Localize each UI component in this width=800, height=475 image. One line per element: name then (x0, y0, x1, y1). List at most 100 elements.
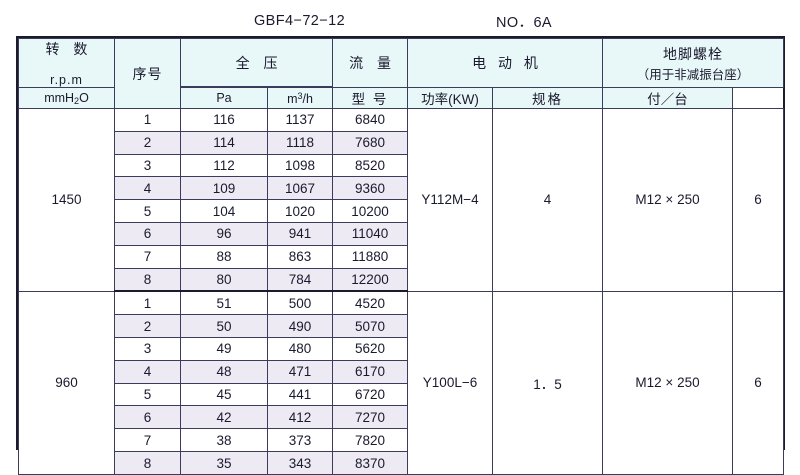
cell-mmh2o: 114 (180, 130, 268, 155)
cell-mmh2o: 112 (180, 153, 268, 178)
cell-flow: 6840 (332, 108, 409, 132)
cell-flow: 8520 (332, 153, 409, 178)
cell-flow: 11880 (332, 244, 409, 269)
table-row: 4 48 471 6170 (19, 359, 784, 384)
cell-flow: 5070 (332, 314, 409, 339)
cell-flow: 6170 (332, 359, 409, 384)
header-speed-unit: r.p.m (50, 73, 83, 87)
cell-mmh2o: 96 (180, 221, 268, 246)
table-row: 3 112 1098 8520 (19, 153, 784, 178)
cell-mmh2o: 80 (180, 267, 268, 293)
header-flow: 流 量 (332, 38, 409, 88)
cell-pa: 1098 (266, 153, 334, 178)
header-speed-cn: 转 数 (45, 41, 93, 57)
cell-index: 3 (114, 337, 181, 361)
cell-pa: 1020 (266, 199, 334, 223)
cell-index: 1 (114, 290, 181, 316)
table-body: 1450 1 116 1137 6840 Y112M−4 4 M12 × 250… (18, 108, 785, 475)
cell-mmh2o: 35 (180, 451, 268, 475)
cell-pa: 490 (266, 314, 334, 339)
cell-index: 7 (114, 244, 181, 269)
cell-flow: 11040 (332, 221, 409, 246)
cell-bolt-spec: M12 × 250 (602, 290, 734, 475)
cell-pa: 1137 (266, 108, 334, 132)
table-row: 5 45 441 6720 (19, 382, 784, 407)
header-index: 序号 (114, 38, 181, 109)
cell-flow: 4520 (332, 290, 409, 316)
header-pressure-unit-pa: Pa (180, 87, 268, 109)
cell-pa: 863 (266, 244, 334, 269)
table-row: 3 49 480 5620 (19, 337, 784, 361)
cell-pa: 941 (266, 221, 334, 246)
table-row: 7 38 373 7820 (19, 428, 784, 453)
header-speed: 转 数 r.p.m (18, 38, 115, 88)
cell-pa: 500 (266, 290, 334, 316)
header-motor: 电 动 机 (407, 38, 604, 88)
table-row: 7 88 863 11880 (19, 244, 784, 269)
cell-motor-model: Y112M−4 (407, 108, 494, 292)
cell-index: 4 (114, 359, 181, 384)
cell-rpm: 960 (18, 290, 115, 475)
cell-pa: 441 (266, 382, 334, 407)
cell-index: 3 (114, 153, 181, 178)
cell-mmh2o: 51 (180, 290, 268, 316)
cell-mmh2o: 45 (180, 382, 268, 407)
cell-index: 5 (114, 199, 181, 223)
cell-flow: 7680 (332, 130, 409, 155)
cell-index: 7 (114, 428, 181, 453)
cell-flow: 9360 (332, 176, 409, 201)
header-bolt-note: （用于非减振台座） (636, 67, 750, 82)
header-pressure: 全 压 (179, 38, 334, 87)
cell-index: 8 (114, 451, 181, 475)
header-pressure-unit-mmh2o: mmH2O (18, 87, 115, 109)
cell-mmh2o: 109 (180, 176, 268, 201)
cell-rpm: 1450 (18, 108, 115, 292)
fan-model-label: GBF4−72−12 (254, 13, 346, 29)
table-row: 2 50 490 5070 (19, 314, 784, 339)
cell-pa: 1118 (266, 130, 334, 155)
header-bolt-qty: 付／台 (602, 87, 734, 109)
cell-mmh2o: 50 (180, 314, 268, 339)
cell-index: 2 (114, 314, 181, 339)
specification-table: 转 数 r.p.m 序号 全 压 流 量 电 动 机 地脚螺栓 (18, 38, 785, 475)
header-bolt-spec: 规格 (492, 87, 604, 109)
cell-mmh2o: 38 (180, 428, 268, 453)
cell-index: 4 (114, 176, 181, 201)
cell-pa: 471 (266, 359, 334, 384)
table-row: 960 1 51 500 4520 Y100L−6 1．5 M12 × 250 … (18, 290, 785, 475)
cell-pa: 1067 (266, 176, 334, 201)
cell-bolt-spec: M12 × 250 (602, 108, 734, 292)
cell-flow: 7270 (332, 405, 409, 430)
cell-mmh2o: 88 (180, 244, 268, 269)
header-row-1: 转 数 r.p.m 序号 全 压 流 量 电 动 机 地脚螺栓 (18, 38, 785, 109)
table-row: 5 104 1020 10200 (19, 199, 784, 223)
cell-motor-power: 1．5 (492, 290, 604, 475)
table-row: 1450 1 116 1137 6840 Y112M−4 4 M12 × 250… (18, 108, 785, 292)
cell-flow: 8370 (332, 451, 409, 475)
cell-mmh2o: 42 (180, 405, 268, 430)
cell-pa: 373 (266, 428, 334, 453)
table-row: 8 80 784 12200 (19, 267, 784, 293)
cell-index: 6 (114, 221, 181, 246)
sheet-title: GBF4−72−12 NO．6A (16, 8, 785, 34)
header-motor-power: 功率(KW) (407, 87, 494, 109)
cell-mmh2o: 104 (180, 199, 268, 223)
header-bolt: 地脚螺栓 （用于非减振台座） (602, 38, 785, 88)
header-flow-unit: m3/h (266, 87, 334, 109)
cell-mmh2o: 116 (180, 108, 268, 132)
cell-index: 1 (114, 108, 181, 132)
cell-mmh2o: 48 (180, 359, 268, 384)
cell-pa: 412 (266, 405, 334, 430)
cell-flow: 12200 (332, 267, 409, 293)
specification-table-frame: 转 数 r.p.m 序号 全 压 流 量 电 动 机 地脚螺栓 (16, 36, 785, 475)
cell-flow: 7820 (332, 428, 409, 453)
cell-flow: 6720 (332, 382, 409, 407)
cell-flow: 5620 (332, 337, 409, 361)
cell-pa: 784 (266, 267, 334, 293)
fan-number-label: NO．6A (496, 14, 552, 31)
cell-index: 2 (114, 130, 181, 155)
cell-pa: 480 (266, 337, 334, 361)
cell-flow: 10200 (332, 199, 409, 223)
header-row-3: mmH2O Pa m3/h 型 号 功率(KW) 规格 付／台 (18, 87, 784, 109)
cell-bolt-qty: 6 (732, 290, 785, 475)
